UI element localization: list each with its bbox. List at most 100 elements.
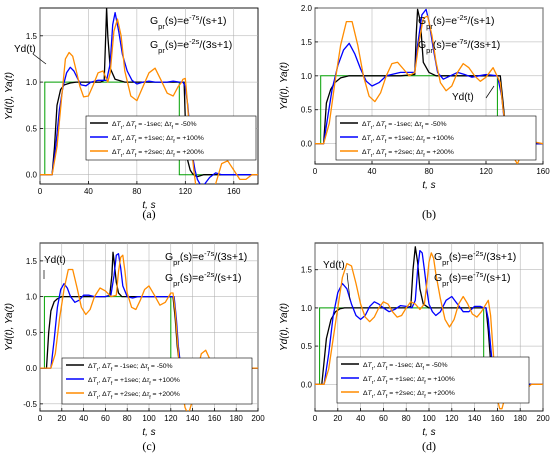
x-tick-label: 160	[227, 187, 241, 196]
legend-label: ΔTr, ΔTf = +1sec; Δτf = +100%	[88, 377, 180, 387]
x-tick-label: 180	[514, 414, 528, 423]
x-tick-label: 120	[164, 414, 178, 423]
y-tick-label: 0.5	[26, 124, 38, 133]
x-tick-label: 80	[132, 187, 141, 196]
gpr-formula: Gpr(s)=e-2s/(s+1)	[165, 270, 241, 288]
y-tick-label: 0.5	[301, 342, 313, 351]
x-tick-label: 40	[84, 187, 93, 196]
y-tick-label: 1.0	[301, 72, 313, 81]
chart-panel-b: 0 40 80 120 160 0.0 0.5 1.0 1.5 2.0 Yd(t) Gpr(s)=e-…	[279, 4, 550, 221]
gpr-formula: Gpr(s)=e-7s/(s+1)	[150, 13, 226, 31]
y-tick-label: 1.0	[26, 293, 38, 302]
y-axis-label: Yd(t), Ya(t)	[279, 303, 290, 351]
gpr-formula: Gpr(s)=e-7s/(s+1)	[434, 270, 510, 288]
legend-label: ΔTr, ΔTf = +2sec; Δτf = +200%	[88, 391, 180, 401]
x-axis-label: t, s	[142, 427, 155, 438]
plot-lines	[40, 8, 258, 184]
x-tick-label: 0	[313, 167, 318, 176]
y-tick-label: 1.5	[26, 257, 38, 266]
legend-box	[336, 356, 530, 404]
series-line-2	[40, 18, 258, 184]
legend-label: ΔTr, ΔTf = -1sec; Δτf = -50%	[112, 121, 197, 131]
x-axis-label: t, s	[422, 180, 435, 191]
y-tick-label: 0.0	[301, 140, 313, 149]
x-tick-label: 20	[333, 414, 342, 423]
yd-label: Yd(t)	[323, 260, 345, 271]
x-tick-label: 160	[491, 414, 505, 423]
legend-label: ΔTr, ΔTf = +1sec; Δτf = +100%	[112, 135, 204, 145]
x-tick-label: 40	[368, 167, 377, 176]
x-tick-label: 120	[479, 167, 493, 176]
panel-caption: (a)	[142, 207, 155, 221]
y-tick-label: 0.0	[301, 380, 313, 389]
legend-label: ΔTr, ΔTf = +2sec; Δτf = +200%	[362, 149, 454, 159]
x-tick-label: 160	[208, 414, 222, 423]
x-tick-label: 80	[425, 167, 434, 176]
chart-panel-c: 0 20 40 60 80 100 120 140 160 180 200 -0.5 0.0 0.5 1.0…	[4, 242, 265, 453]
y-tick-label: -0.5	[23, 400, 37, 409]
y-tick-label: 0.5	[301, 106, 313, 115]
legend-label: ΔTr, ΔTf = +2sec; Δτf = +200%	[363, 390, 455, 400]
panel-caption: (b)	[422, 207, 436, 221]
yd-arrow	[346, 272, 351, 301]
x-tick-label: 140	[186, 414, 200, 423]
gpr-formula: Gpr(s)=e-2s/(s+1)	[418, 13, 494, 31]
x-tick-label: 200	[536, 414, 550, 423]
x-tick-label: 100	[142, 414, 156, 423]
panel-caption: (d)	[422, 439, 436, 453]
chart-panel-d: 0 20 40 60 80 100 120 140 160 180 200 0.0 0.5 1.0 1.5 Y…	[279, 242, 550, 453]
x-tick-label: 140	[468, 414, 482, 423]
y-axis-label: Yd(t), Ya(t)	[279, 62, 290, 110]
gpr-formula: Gpr(s)=e-7s/(3s+1)	[165, 249, 247, 267]
x-tick-label: 120	[445, 414, 459, 423]
y-tick-label: 1.0	[301, 304, 313, 313]
yd-label: Yd(t)	[14, 44, 36, 55]
x-tick-label: 60	[101, 414, 110, 423]
legend-box	[85, 115, 257, 161]
legend-label: ΔTr, ΔTf = +1sec; Δτf = +100%	[362, 135, 454, 145]
x-axis-label: t, s	[422, 427, 435, 438]
y-tick-label: 0.5	[26, 328, 38, 337]
y-tick-label: 0.0	[26, 364, 38, 373]
legend-label: ΔTr, ΔTf = +2sec; Δτf = +200%	[112, 149, 204, 159]
x-tick-label: 0	[38, 414, 43, 423]
legend-label: ΔTr, ΔTf = +1sec; Δτf = +100%	[363, 376, 455, 386]
x-tick-label: 20	[57, 414, 66, 423]
y-axis-label: Yd(t), Ya(t)	[4, 303, 15, 351]
y-tick-label: 1.5	[301, 38, 313, 47]
x-tick-label: 40	[356, 414, 365, 423]
yd-label: Yd(t)	[44, 255, 66, 266]
legend-box	[335, 115, 537, 161]
legend-label: ΔTr, ΔTf = -1sec; Δτf = -50%	[362, 121, 447, 131]
y-tick-label: 1.5	[301, 266, 313, 275]
x-tick-label: 100	[422, 414, 436, 423]
gpr-formula: Gpr(s)=e-7s/(3s+1)	[418, 37, 500, 55]
x-tick-label: 200	[251, 414, 265, 423]
y-tick-label: 1.5	[26, 32, 38, 41]
yd-arrow	[485, 85, 495, 99]
y-tick-label: 1.0	[26, 78, 38, 87]
x-tick-label: 160	[536, 167, 550, 176]
legend-box	[61, 357, 253, 405]
y-tick-label: 0.0	[26, 171, 38, 180]
yd-arrow	[32, 53, 47, 65]
yd-label: Yd(t)	[452, 92, 474, 103]
x-tick-label: 0	[313, 414, 318, 423]
legend-label: ΔTr, ΔTf = -1sec; Δτf = -50%	[363, 362, 448, 372]
y-tick-label: 2.0	[301, 4, 313, 13]
x-tick-label: 40	[79, 414, 88, 423]
series-line-2	[315, 252, 543, 410]
gpr-formula: Gpr(s)=e-2s/(3s+1)	[434, 249, 516, 267]
x-tick-label: 180	[230, 414, 244, 423]
x-tick-label: 80	[123, 414, 132, 423]
x-tick-label: 80	[402, 414, 411, 423]
y-axis-label: Yd(t), Ya(t)	[4, 72, 15, 120]
legend-label: ΔTr, ΔTf = -1sec; Δτf = -50%	[88, 363, 173, 373]
series-line-1	[40, 11, 258, 184]
chart-panel-a: 0 40 80 120 160 0.0 0.5 1.0 1.5 Yd(t) Gpr(s)=e-7s/…	[4, 7, 259, 221]
x-tick-label: 120	[179, 187, 193, 196]
x-axis-label: t, s	[142, 200, 155, 211]
series-line-2	[315, 15, 543, 164]
panel-caption: (c)	[142, 439, 155, 453]
